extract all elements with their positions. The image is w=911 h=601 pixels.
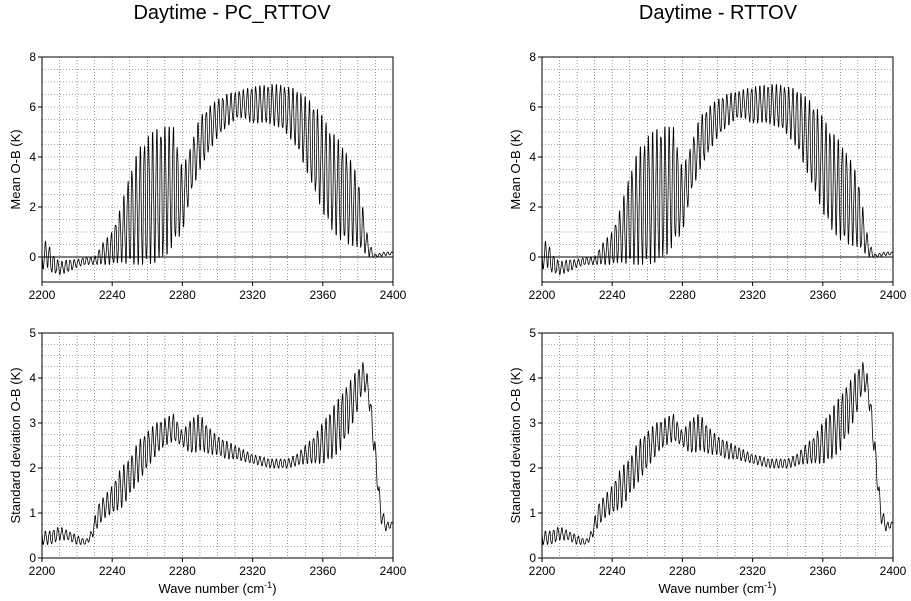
y-tick-label: 1 (529, 506, 536, 520)
x-tick-label: 2280 (669, 564, 696, 578)
y-tick-label: 5 (29, 326, 36, 340)
x-tick-label: 2240 (599, 564, 626, 578)
x-tick-label: 2280 (669, 288, 696, 302)
x-tick-label: 2360 (809, 564, 836, 578)
x-tick-label: 2320 (739, 288, 766, 302)
y-tick-label: 4 (529, 371, 536, 385)
y-axis-label: Standard deviation O-B (K) (508, 367, 523, 523)
x-tick-label: 2360 (809, 288, 836, 302)
y-tick-label: 0 (529, 250, 536, 264)
y-tick-label: 2 (29, 461, 36, 475)
x-tick-label: 2360 (309, 564, 336, 578)
y-tick-label: 0 (29, 250, 36, 264)
x-tick-label: 2200 (529, 564, 556, 578)
y-tick-label: 4 (29, 371, 36, 385)
chart-panel-1: 2200 2240 2280 2320 2360 2400 0 2 4 6 8 Mean O-B (K… (8, 50, 407, 302)
y-axis-label: Mean O-B (K) (8, 129, 23, 209)
x-tick-label: 2200 (29, 564, 56, 578)
x-tick-label: 2400 (880, 288, 907, 302)
x-tick-label: 2280 (169, 564, 196, 578)
chart-panel-4: 2200 2240 2280 2320 2360 2400 0 1 2 3 4 5 Standard d… (508, 326, 907, 596)
x-tick-label: 2360 (309, 288, 336, 302)
y-tick-label: 0 (29, 551, 36, 565)
y-tick-label: 2 (529, 200, 536, 214)
chart-title-left: Daytime - PC_RTTOV (133, 2, 331, 24)
y-tick-label: 4 (29, 150, 36, 164)
y-tick-label: 8 (529, 50, 536, 64)
series-line-1 (541, 84, 894, 275)
y-tick-label: 1 (29, 506, 36, 520)
y-axis-label: Mean O-B (K) (508, 129, 523, 209)
series-line-1 (41, 362, 394, 545)
y-tick-label: 6 (529, 100, 536, 114)
y-tick-label: 2 (529, 461, 536, 475)
y-tick-label: 5 (529, 326, 536, 340)
y-axis-label: Standard deviation O-B (K) (8, 367, 23, 523)
series-line-1 (541, 362, 894, 545)
x-tick-label: 2280 (169, 288, 196, 302)
chart-panel-2: 2200 2240 2280 2320 2360 2400 0 1 2 3 4 5 Standard d… (8, 326, 407, 596)
y-tick-label: 0 (529, 551, 536, 565)
y-tick-label: 2 (29, 200, 36, 214)
x-tick-label: 2400 (380, 288, 407, 302)
x-tick-label: 2320 (739, 564, 766, 578)
x-tick-label: 2320 (239, 288, 266, 302)
x-axis-label: Wave number (cm-1) (158, 580, 276, 596)
x-tick-label: 2400 (880, 564, 907, 578)
plot-frame (541, 56, 894, 283)
chart-title-right: Daytime - RTTOV (638, 2, 798, 24)
y-tick-label: 3 (29, 416, 36, 430)
y-tick-label: 3 (529, 416, 536, 430)
x-tick-label: 2400 (380, 564, 407, 578)
chart-panel-3: 2200 2240 2280 2320 2360 2400 0 2 4 6 8 Mean O-B (K… (508, 50, 907, 302)
plot-frame (41, 332, 394, 559)
x-tick-label: 2240 (99, 564, 126, 578)
x-tick-label: 2240 (599, 288, 626, 302)
x-tick-label: 2200 (529, 288, 556, 302)
x-tick-label: 2200 (29, 288, 56, 302)
y-tick-label: 4 (529, 150, 536, 164)
x-tick-label: 2240 (99, 288, 126, 302)
x-axis-label: Wave number (cm-1) (658, 580, 776, 596)
x-tick-label: 2320 (239, 564, 266, 578)
series-line-1 (41, 84, 394, 275)
y-tick-label: 6 (29, 100, 36, 114)
y-tick-label: 8 (29, 50, 36, 64)
plot-frame (41, 56, 394, 283)
plot-frame (541, 332, 894, 559)
